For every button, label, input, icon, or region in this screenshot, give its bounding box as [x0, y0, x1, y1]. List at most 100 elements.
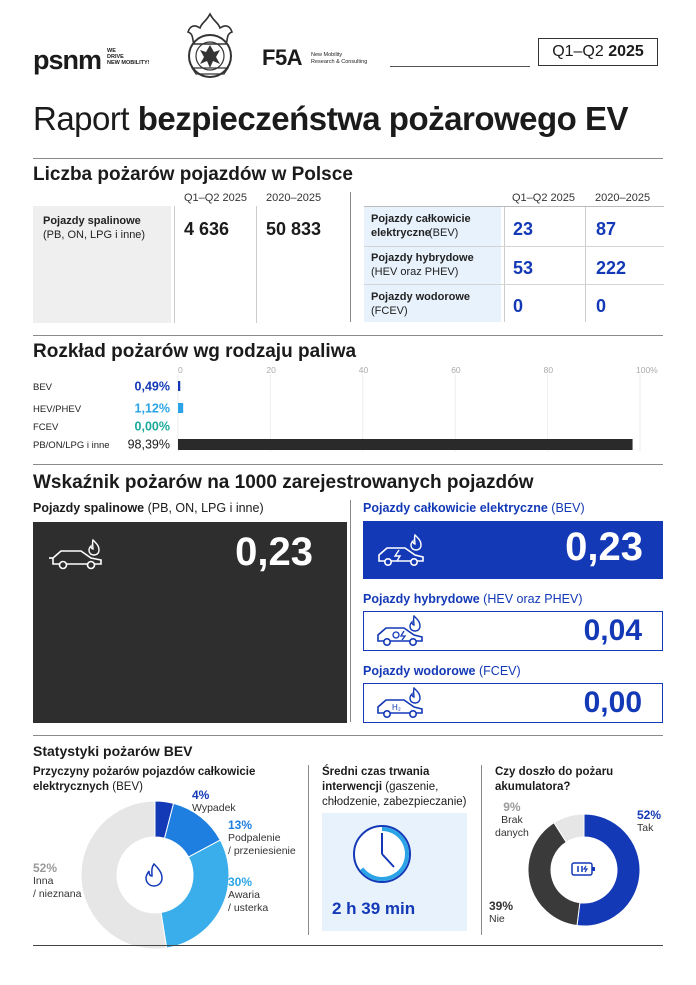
psnm-tagline: WE DRIVE NEW MOBILITY! [107, 48, 149, 66]
bar-value-label: 0,00% [135, 420, 170, 434]
rate-bev-value: 0,23 [565, 525, 643, 569]
rate-hydrogen-label: Pojazdy wodorowe (FCEV) [363, 664, 521, 678]
duration-heading-line3: chłodzenie, zabezpieczanie) [322, 796, 467, 808]
fuel-bar-chart: 0 20 40 60 80 100% BEV 0,49% HEV/PHEV 1,12% FCEV 0,… [33, 365, 658, 452]
bar [178, 381, 181, 391]
hybrid-fires-period: 53 [513, 258, 534, 278]
x-tick-label: 20 [266, 365, 276, 375]
causes-heading-sub: (BEV) [109, 781, 143, 793]
cause-failure-label-2: / usterka [228, 902, 269, 914]
cause-failure: 30% Awaria / usterka [228, 875, 268, 915]
battery-nodata-label-2: danych [495, 827, 529, 839]
cause-failure-label: Awaria [228, 889, 260, 901]
battery-yes: 52% Tak [637, 808, 661, 835]
rate-combustion-label-bold: Pojazdy spalinowe [33, 501, 145, 515]
cause-other-label-2: / nieznana [33, 888, 82, 900]
donut-segment [527, 822, 581, 927]
bev-fires-total: 87 [596, 219, 617, 239]
f5a-tagline: New Mobility Research & Consulting [311, 52, 367, 65]
duration-value: 2 h 39 min [332, 899, 416, 918]
rate-hybrid-label-bold: Pojazdy hybrydowe [363, 592, 480, 606]
cause-accident-label: Wypadek [192, 802, 236, 814]
cause-failure-pct: 30% [228, 875, 253, 889]
h2-glyph: H₂ [392, 703, 401, 712]
rate-hydrogen-label-bold: Pojazdy wodorowe [363, 664, 476, 678]
period-year: 2025 [608, 43, 644, 60]
bar-category-label: PB/ON/LPG i inne [33, 440, 110, 451]
duration-heading: Średni czas trwania interwencji (gaszeni… [322, 765, 482, 810]
combustion-label-cell: Pojazdy spalinowe (PB, ON, LPG i inne) [33, 206, 171, 323]
cause-arson-label-2: / przeniesienie [228, 845, 296, 857]
combustion-fires-period: 4 636 [184, 219, 230, 239]
bev-stats-heading: Statystyki pożarów BEV [33, 743, 193, 759]
hydrogen-sublabel: (FCEV) [371, 305, 408, 317]
cause-other: 52% Inna / nieznana [33, 861, 81, 901]
period-badge: Q1–Q2 2025 [538, 38, 658, 66]
rate-hydrogen-label-sub: (FCEV) [475, 664, 521, 678]
title-bold: bezpieczeństwa pożarowego EV [137, 100, 629, 137]
x-tick-label: 80 [544, 365, 554, 375]
col-header-period: Q1–Q2 2025 [184, 192, 247, 204]
bev-sublabel: (BEV) [429, 227, 459, 239]
x-tick-label: 60 [451, 365, 461, 375]
battery-yes-pct: 52% [637, 808, 662, 822]
duration-heading-line2-bold: interwencji [322, 781, 383, 793]
col-header-period-ev: Q1–Q2 2025 [512, 192, 575, 204]
bar-category-label: FCEV [33, 422, 59, 433]
rate-bev-label-bold: Pojazdy całkowicie elektryczne [363, 501, 548, 515]
cause-arson-label: Podpalenie [228, 832, 281, 844]
causes-heading-bold: Przyczyny pożarów pojazdów całkowicie el… [33, 766, 256, 793]
rate-combustion-label: Pojazdy spalinowe (PB, ON, LPG i inne) [33, 501, 264, 515]
battery-donut-chart [527, 813, 641, 927]
f5a-tagline-line: Research & Consulting [311, 58, 368, 65]
bar-value-label: 98,39% [128, 438, 170, 452]
battery-heading: Czy doszło do pożaru akumulatora? [495, 765, 613, 795]
bar [178, 439, 633, 450]
duration-heading-line1: Średni czas trwania [322, 766, 430, 778]
battery-yes-label: Tak [637, 822, 654, 834]
battery-nodata-label: Brak [501, 814, 523, 826]
bar-category-label: BEV [33, 382, 53, 393]
x-tick-label: 40 [359, 365, 369, 375]
battery-heading-line1: Czy doszło do pożaru [495, 766, 614, 778]
rate-combustion-value: 0,23 [235, 530, 313, 574]
hydrogen-fires-period: 0 [513, 296, 524, 316]
rate-hybrid-card: 0,04 [363, 611, 663, 651]
causes-heading: Przyczyny pożarów pojazdów całkowicie el… [33, 765, 293, 795]
duration-heading-line2-sub: (gaszenie, [382, 781, 439, 793]
donut-segment [576, 813, 641, 927]
rate-combustion-card: 0,23 [33, 522, 347, 723]
bev-label: Pojazdy całkowicie elektryczne [371, 213, 471, 239]
combustion-sublabel: (PB, ON, LPG i inne) [43, 229, 146, 241]
ev-row-bev: Pojazdy całkowicie elektryczne [371, 212, 499, 240]
col-header-total: 2020–2025 [266, 192, 322, 204]
battery-icon [571, 862, 595, 876]
rate-heading: Wskaźnik pożarów na 1000 zarejestrowanyc… [33, 472, 534, 493]
fire-service-emblem-icon [186, 12, 234, 78]
battery-nodata-pct: 9% [503, 800, 521, 814]
rate-hybrid-label: Pojazdy hybrydowe (HEV oraz PHEV) [363, 592, 583, 606]
hydrogen-fires-total: 0 [596, 296, 607, 316]
psnm-tagline-line: NEW MOBILITY! [107, 60, 150, 66]
x-tick-label: 100% [636, 365, 658, 375]
ev-row-hydrogen: Pojazdy wodorowe (FCEV) [371, 290, 499, 318]
donut-segment [80, 800, 168, 950]
bev-fires-period: 23 [513, 219, 534, 239]
psnm-tagline-line: DRIVE [107, 54, 124, 60]
clock-icon [353, 825, 411, 883]
rate-combustion-label-sub: (PB, ON, LPG i inne) [144, 501, 264, 515]
donut-segment [553, 813, 585, 843]
hydrogen-car-fire-icon: H₂ [377, 687, 423, 718]
hybrid-label: Pojazdy hybrydowe [371, 252, 474, 264]
cause-other-pct: 52% [33, 861, 58, 875]
rate-hybrid-value: 0,04 [583, 614, 642, 647]
electric-car-fire-icon [378, 533, 424, 566]
f5a-tagline-line: New Mobility [311, 52, 343, 58]
cause-accident-pct: 4% [192, 788, 210, 802]
cause-arson: 13% Podpalenie / przeniesienie [228, 818, 296, 858]
x-tick-label: 0 [178, 365, 183, 375]
psnm-tagline-line: WE [107, 48, 116, 54]
hybrid-car-fire-icon [377, 615, 423, 646]
battery-heading-line2: akumulatora? [495, 781, 571, 793]
battery-no-pct: 39% [489, 899, 514, 913]
